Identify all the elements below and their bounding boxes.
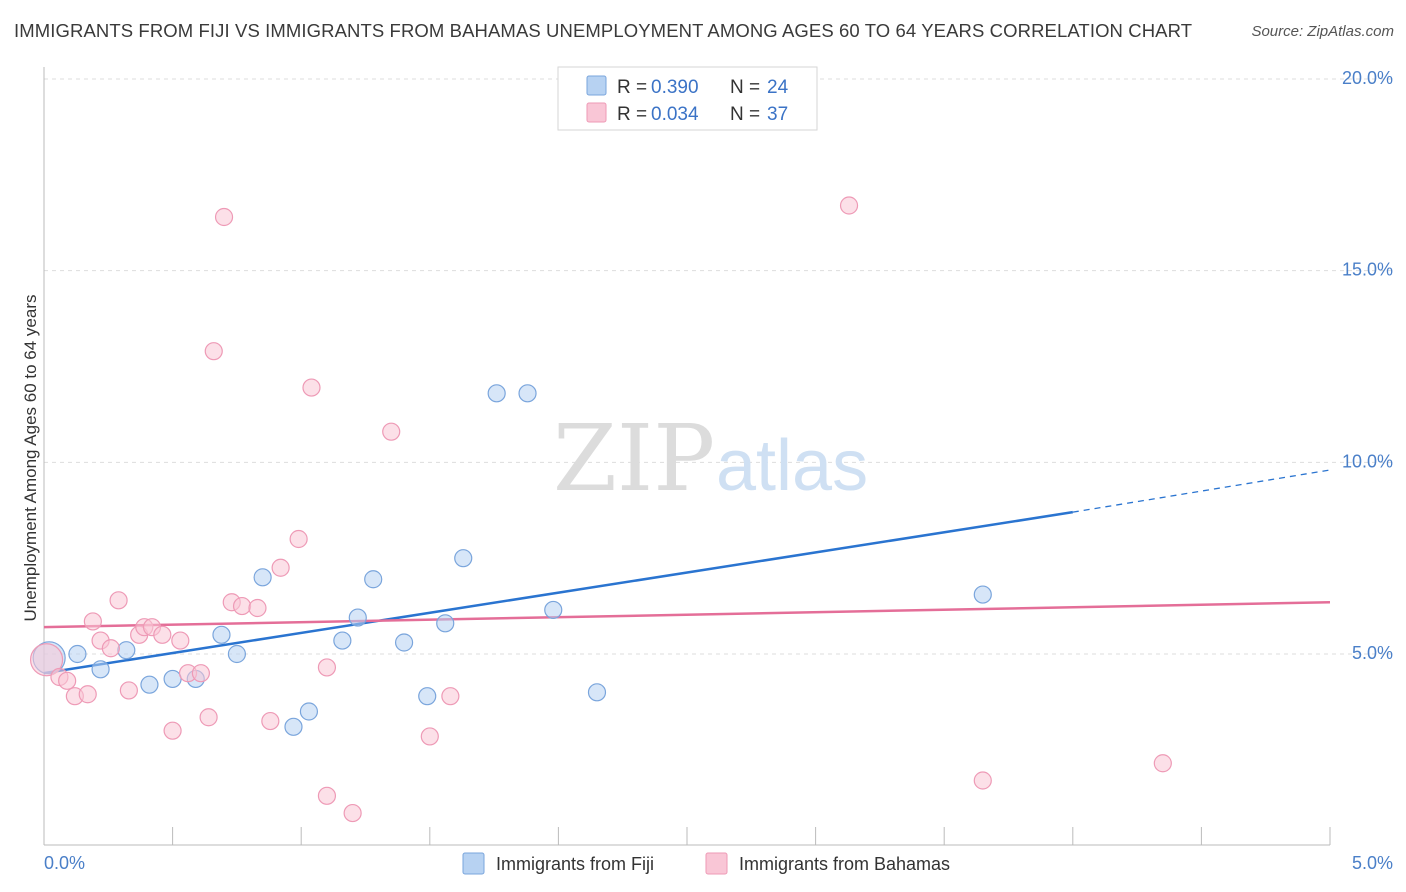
legend-n-value-fiji: 24 (767, 77, 789, 98)
legend-r-value-bahamas: 0.034 (651, 104, 699, 125)
point-bahamas (973, 771, 992, 790)
point-fiji (587, 683, 607, 702)
legend-r-value-fiji: 0.390 (651, 77, 699, 98)
chart-title: IMMIGRANTS FROM FIJI VS IMMIGRANTS FROM … (14, 20, 1193, 41)
point-fiji (140, 675, 159, 694)
legend-r-label-fiji: R = (617, 77, 647, 98)
legend-n-value-bahamas: 37 (767, 104, 788, 125)
trend-line-fiji (43, 510, 1073, 675)
source-credit: Source: ZipAtlas.com (1251, 23, 1394, 40)
point-bahamas (343, 803, 362, 823)
legend-bottom-swatch-bahamas (705, 852, 728, 875)
point-bahamas (261, 711, 280, 731)
point-bahamas (441, 687, 460, 706)
trend-line-fiji-extension (1072, 469, 1331, 513)
point-fiji (68, 644, 87, 664)
point-fiji (91, 660, 110, 679)
legend-n-label-fiji: N = (730, 77, 760, 98)
point-bahamas (83, 612, 102, 631)
point-bahamas (163, 721, 182, 740)
y-tick-label: 20.0% (1342, 68, 1393, 88)
point-bahamas (58, 671, 77, 690)
point-fiji (364, 570, 383, 589)
point-bahamas (204, 342, 223, 361)
point-bahamas (317, 786, 337, 805)
point-bahamas (382, 422, 401, 441)
point-bahamas (302, 378, 321, 397)
point-bahamas (119, 681, 138, 700)
gridlines (44, 78, 1392, 655)
point-fiji (253, 568, 272, 587)
point-bahamas (109, 591, 128, 610)
point-bahamas (214, 207, 234, 227)
point-bahamas (1153, 754, 1172, 773)
legend-bottom: Immigrants from Fiji Immigrants from Bah… (462, 852, 950, 875)
point-bahamas (191, 664, 210, 683)
point-fiji (544, 600, 563, 620)
trend-lines (43, 469, 1331, 675)
watermark: ZIP atlas (553, 405, 868, 512)
axes (43, 67, 1331, 846)
legend-bottom-label-bahamas: Immigrants from Bahamas (739, 854, 950, 874)
point-bahamas (232, 596, 252, 616)
point-bahamas (271, 558, 290, 577)
point-bahamas (420, 727, 439, 746)
point-fiji (284, 717, 303, 736)
point-fiji (973, 585, 992, 604)
point-fiji (163, 669, 182, 689)
y-tick-label: 15.0% (1342, 260, 1393, 280)
point-fiji (436, 614, 455, 633)
point-fiji (227, 644, 246, 664)
legend-top: R = 0.390 N = 24 R = 0.034 N = 37 (557, 66, 818, 131)
point-bahamas (317, 658, 337, 677)
point-bahamas (78, 685, 97, 704)
legend-bottom-swatch-fiji (462, 852, 485, 875)
legend-swatch-fiji (586, 75, 607, 96)
legend-n-label-bahamas: N = (730, 104, 760, 125)
point-bahamas (101, 639, 120, 658)
point-fiji (348, 608, 367, 627)
legend-r-label-bahamas: R = (617, 104, 647, 125)
point-fiji (212, 625, 231, 644)
point-bahamas (839, 196, 859, 215)
x-tick-label: 5.0% (1352, 853, 1393, 873)
point-fiji (454, 549, 473, 568)
data-points (29, 196, 1172, 823)
point-fiji (487, 384, 506, 403)
y-tick-label: 5.0% (1352, 643, 1393, 663)
x-tick-label: 0.0% (44, 853, 85, 873)
point-bahamas (171, 631, 190, 650)
point-fiji (333, 631, 352, 650)
watermark-zip: ZIP (553, 405, 715, 512)
point-fiji (394, 633, 414, 652)
legend-bottom-label-fiji: Immigrants from Fiji (496, 854, 654, 874)
point-bahamas (29, 643, 64, 677)
point-fiji (299, 702, 319, 721)
point-bahamas (199, 708, 218, 727)
watermark-atlas: atlas (716, 426, 868, 506)
point-bahamas (153, 625, 172, 644)
trend-line-bahamas (43, 601, 1331, 629)
legend-swatch-bahamas (586, 102, 607, 123)
point-fiji (418, 687, 437, 706)
point-bahamas (248, 598, 267, 618)
y-axis-label: Unemployment Among Ages 60 to 64 years (21, 295, 40, 622)
y-tick-label: 10.0% (1342, 451, 1393, 471)
tick-labels: 5.0% 10.0% 15.0% 20.0% 0.0% 5.0% (44, 68, 1393, 873)
point-fiji (518, 384, 537, 403)
point-fiji (117, 641, 136, 660)
point-bahamas (289, 529, 308, 549)
